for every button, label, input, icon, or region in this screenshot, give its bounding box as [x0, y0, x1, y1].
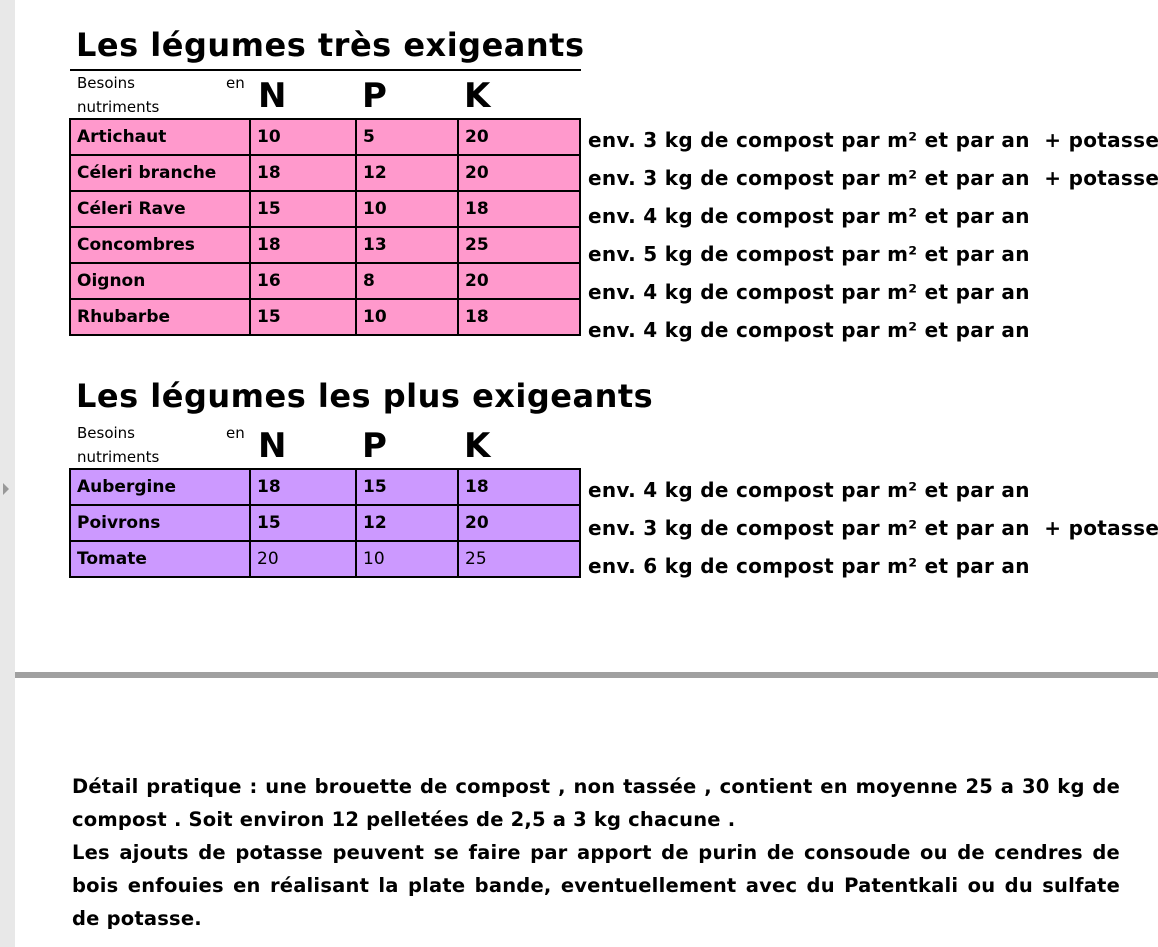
footer-paragraph-1: Détail pratique : une brouette de compos…: [72, 775, 1120, 831]
table-row: Aubergine 18 15 18: [69, 468, 581, 506]
npk-value-cell-p[interactable]: 13: [355, 226, 459, 264]
compost-note: env. 4 kg de compost par m² et par an: [588, 280, 1030, 304]
vegetable-name-cell[interactable]: Poivrons: [69, 504, 251, 542]
npk-value-cell-p[interactable]: 10: [355, 298, 459, 336]
npk-value-cell-p[interactable]: 5: [355, 118, 459, 156]
npk-value-cell-p[interactable]: 12: [355, 154, 459, 192]
col-header-p: P: [362, 426, 387, 466]
npk-value-cell-k[interactable]: 20: [457, 154, 581, 192]
npk-value-cell-n[interactable]: 20: [249, 540, 357, 578]
npk-value-cell-k[interactable]: 18: [457, 298, 581, 336]
npk-value-cell-n[interactable]: 18: [249, 154, 357, 192]
table-row: Céleri branche 18 12 20: [69, 154, 581, 192]
table-row: Poivrons 15 12 20: [69, 504, 581, 542]
npk-value-cell-p[interactable]: 8: [355, 262, 459, 300]
npk-value-cell-p[interactable]: 15: [355, 468, 459, 506]
compost-note: env. 3 kg de compost par m² et par an + …: [588, 516, 1158, 540]
col-header-n: N: [258, 76, 287, 116]
compost-note: env. 6 kg de compost par m² et par an: [588, 554, 1030, 578]
vegetable-name-cell[interactable]: Aubergine: [69, 468, 251, 506]
npk-value-cell-k[interactable]: 25: [457, 226, 581, 264]
table-row: Concombres 18 13 25: [69, 226, 581, 264]
compost-note: env. 3 kg de compost par m² et par an + …: [588, 128, 1158, 152]
footer-paragraph-2: Les ajouts de potasse peuvent se faire p…: [72, 841, 1120, 930]
compost-note: env. 4 kg de compost par m² et par an: [588, 478, 1030, 502]
vegetable-name-cell[interactable]: Céleri Rave: [69, 190, 251, 228]
col-header-n: N: [258, 426, 287, 466]
compost-note: env. 4 kg de compost par m² et par an: [588, 204, 1030, 228]
npk-value-cell-n[interactable]: 18: [249, 226, 357, 264]
npk-value-cell-p[interactable]: 12: [355, 504, 459, 542]
npk-value-cell-n[interactable]: 10: [249, 118, 357, 156]
table-row: Artichaut 10 5 20: [69, 118, 581, 156]
nutrient-table-tres-exigeants: Artichaut 10 5 20 Céleri branche 18 12 20 Céleri…: [69, 118, 581, 336]
vegetable-name-cell[interactable]: Rhubarbe: [69, 298, 251, 336]
vegetable-name-cell[interactable]: Tomate: [69, 540, 251, 578]
npk-value-cell-k[interactable]: 18: [457, 468, 581, 506]
npk-value-cell-n[interactable]: 15: [249, 298, 357, 336]
table-row: Rhubarbe 15 10 18: [69, 298, 581, 336]
npk-value-cell-p[interactable]: 10: [355, 540, 459, 578]
npk-value-cell-n[interactable]: 15: [249, 504, 357, 542]
compost-note: env. 3 kg de compost par m² et par an + …: [588, 166, 1158, 190]
section-title: Les légumes très exigeants: [76, 26, 585, 64]
npk-value-cell-n[interactable]: 15: [249, 190, 357, 228]
table-row: Tomate 20 10 25: [69, 540, 581, 578]
col-header-p: P: [362, 76, 387, 116]
npk-value-cell-n[interactable]: 18: [249, 468, 357, 506]
table-row: Céleri Rave 15 10 18: [69, 190, 581, 228]
nutrient-table-plus-exigeants: Aubergine 18 15 18 Poivrons 15 12 20 Tomate 20 10 2…: [69, 468, 581, 578]
npk-value-cell-p[interactable]: 10: [355, 190, 459, 228]
section-title: Les légumes les plus exigeants: [76, 377, 654, 415]
col-header-k: K: [464, 76, 491, 116]
table-row: Oignon 16 8 20: [69, 262, 581, 300]
header-label-en: en: [226, 74, 245, 92]
col-header-k: K: [464, 426, 491, 466]
title-underline: [70, 69, 581, 71]
vegetable-name-cell[interactable]: Oignon: [69, 262, 251, 300]
npk-value-cell-n[interactable]: 16: [249, 262, 357, 300]
npk-value-cell-k[interactable]: 20: [457, 504, 581, 542]
npk-value-cell-k[interactable]: 20: [457, 118, 581, 156]
npk-value-cell-k[interactable]: 25: [457, 540, 581, 578]
left-margin-ruler: [0, 0, 15, 947]
vegetable-name-cell[interactable]: Artichaut: [69, 118, 251, 156]
footer-text[interactable]: Détail pratique : une brouette de compos…: [72, 770, 1120, 935]
header-label: Besoins nutriments: [77, 424, 160, 466]
npk-value-cell-k[interactable]: 18: [457, 190, 581, 228]
header-label: Besoins nutriments: [77, 74, 160, 116]
expand-arrow-icon[interactable]: [3, 483, 9, 495]
page-break-separator: [15, 672, 1158, 678]
npk-value-cell-k[interactable]: 20: [457, 262, 581, 300]
vegetable-name-cell[interactable]: Concombres: [69, 226, 251, 264]
compost-note: env. 4 kg de compost par m² et par an: [588, 318, 1030, 342]
vegetable-name-cell[interactable]: Céleri branche: [69, 154, 251, 192]
compost-note: env. 5 kg de compost par m² et par an: [588, 242, 1030, 266]
header-label-en: en: [226, 424, 245, 442]
